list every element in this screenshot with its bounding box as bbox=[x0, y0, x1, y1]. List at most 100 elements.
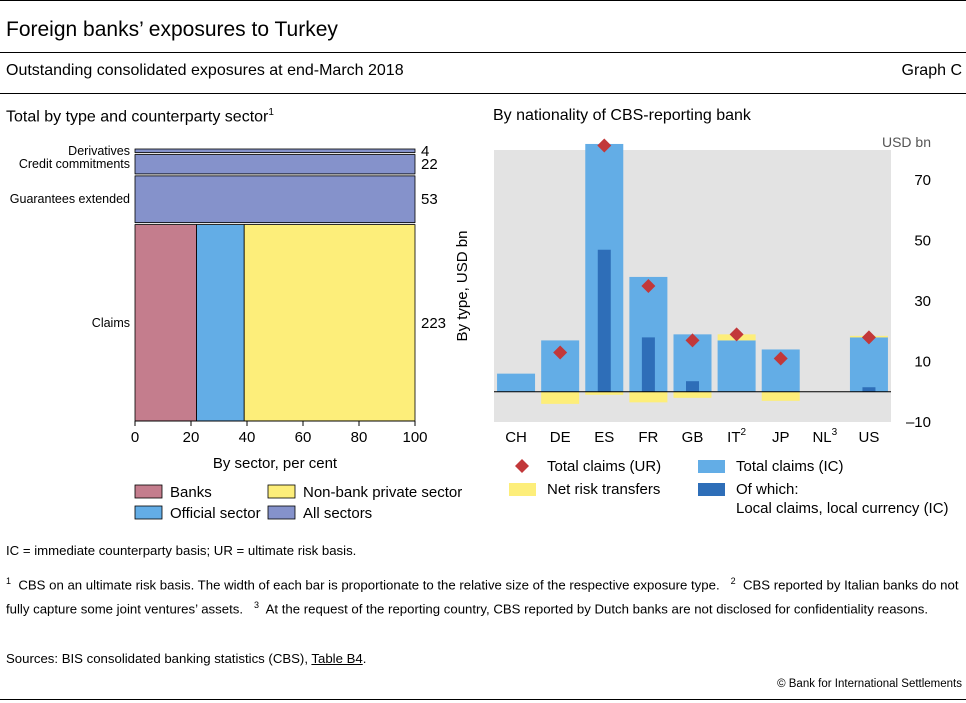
right-x-tick-sup-nl: 3 bbox=[832, 427, 838, 438]
graph-id: Graph C bbox=[901, 62, 962, 79]
footnote-2-mark: 2 bbox=[730, 576, 736, 586]
legend-label-non-bank-private-sector: Non-bank private sector bbox=[303, 484, 462, 501]
legend-label-total-claims-ic: Total claims (IC) bbox=[736, 458, 844, 475]
legend-swatch-net-risk-transfers bbox=[509, 483, 536, 496]
left-x-tick-label: 80 bbox=[351, 429, 368, 446]
left-x-axis-label: By sector, per cent bbox=[213, 455, 338, 472]
bar-claims-non-bank-private-sector bbox=[243, 224, 416, 422]
right-x-tick-label-jp: JP bbox=[772, 429, 790, 446]
total-label-guarantees-extended: 53 bbox=[421, 191, 438, 208]
bar-total-claims-ic-us bbox=[849, 337, 888, 392]
left-x-tick-label: 60 bbox=[295, 429, 312, 446]
category-label-derivatives: Derivatives bbox=[68, 144, 130, 158]
marker-total-claims-ur-jp bbox=[773, 351, 788, 366]
footnote-2: CBS reported by Italian banks do not ful… bbox=[6, 577, 959, 617]
right-x-tick-label-es: ES bbox=[594, 429, 614, 446]
category-label-credit-commitments: Credit commitments bbox=[19, 157, 130, 171]
legend-label-banks: Banks bbox=[170, 484, 212, 501]
left-x-tick-label: 40 bbox=[239, 429, 256, 446]
bar-total-claims-ic-it bbox=[717, 340, 756, 392]
sources-suffix: . bbox=[362, 651, 367, 666]
bar-local-claims-gb bbox=[686, 381, 699, 392]
left-panel-title-text: Total by type and counterparty sector bbox=[6, 108, 269, 126]
sources-prefix: Sources: BIS consolidated banking statis… bbox=[6, 651, 312, 666]
right-unit-label: USD bn bbox=[882, 134, 931, 150]
legend-swatch-official-sector bbox=[134, 505, 163, 520]
bar-local-claims-es bbox=[597, 249, 611, 392]
right-x-tick-label-fr: FR bbox=[638, 429, 658, 446]
marker-total-claims-ur-gb bbox=[685, 333, 700, 348]
legend-swatch-total-claims-ic bbox=[698, 460, 725, 473]
subtitle-rule bbox=[0, 93, 966, 94]
legend-marker-total-claims-ur bbox=[515, 459, 529, 473]
left-x-tick-label: 100 bbox=[402, 429, 427, 446]
legend-label-all-sectors: All sectors bbox=[303, 505, 372, 522]
right-y-tick-label: 30 bbox=[914, 293, 931, 310]
copyright: © Bank for International Settlements bbox=[777, 678, 962, 690]
right-x-tick-label-gb: GB bbox=[682, 429, 704, 446]
right-y-axis-label: By type, USD bn bbox=[454, 231, 471, 342]
abbreviation-note: IC = immediate counterparty basis; UR = … bbox=[6, 543, 357, 558]
marker-total-claims-ur-es bbox=[597, 138, 612, 153]
legend-swatch-local-claims bbox=[698, 483, 725, 496]
right-y-tick-label: –10 bbox=[906, 414, 931, 431]
bar-guarantees-extended-all-sectors bbox=[134, 175, 416, 223]
marker-total-claims-ur-us bbox=[861, 330, 876, 345]
bar-net-risk-transfers-gb bbox=[673, 391, 712, 398]
right-x-tick-sup-it: 2 bbox=[741, 427, 747, 438]
right-chart: USD bn 70 50 30 10 –10 By type, USD bn CH DE ES FR… bbox=[454, 134, 949, 517]
legend-swatch-non-bank-private-sector bbox=[267, 484, 296, 499]
right-y-tick-label: 50 bbox=[914, 233, 931, 250]
legend-label-of-which: Of which: bbox=[736, 481, 799, 498]
right-x-tick-label-ch: CH bbox=[505, 429, 527, 446]
legend-swatch-banks bbox=[134, 484, 163, 499]
bar-net-risk-transfers-fr bbox=[629, 391, 668, 403]
sources-link[interactable]: Table B4 bbox=[311, 651, 363, 666]
right-y-tick-label: 70 bbox=[914, 172, 931, 189]
right-y-tick-label: 10 bbox=[914, 354, 931, 371]
footnote-1-mark: 1 bbox=[6, 576, 12, 586]
bar-local-claims-us bbox=[862, 387, 876, 392]
graph-subtitle: Outstanding consolidated exposures at en… bbox=[6, 62, 404, 79]
category-label-claims: Claims bbox=[92, 316, 130, 330]
right-x-tick-label-de: DE bbox=[550, 429, 571, 446]
right-x-tick-label-us: US bbox=[859, 429, 880, 446]
legend-label-total-claims-ur: Total claims (UR) bbox=[547, 458, 661, 475]
footnote-1: CBS on an ultimate risk basis. The width… bbox=[18, 577, 720, 593]
marker-total-claims-ur-it bbox=[729, 327, 744, 342]
left-chart: Derivatives 4 Credit commitments 22 Guarante… bbox=[10, 143, 462, 522]
category-label-guarantees-extended: Guarantees extended bbox=[10, 192, 130, 206]
top-rule bbox=[0, 0, 966, 1]
footnote-3: At the request of the reporting country,… bbox=[265, 601, 929, 617]
total-label-derivatives: 4 bbox=[421, 143, 429, 160]
total-label-claims: 223 bbox=[421, 315, 446, 332]
legend-label-local-claims: Local claims, local currency (IC) bbox=[736, 500, 949, 517]
bar-claims-banks bbox=[134, 224, 197, 422]
right-panel-title: By nationality of CBS-reporting bank bbox=[493, 107, 751, 124]
bar-derivatives-all-sectors bbox=[134, 148, 416, 153]
right-x-tick-label-it: IT2 bbox=[727, 427, 746, 446]
sources-note: Sources: BIS consolidated banking statis… bbox=[6, 648, 366, 669]
left-panel-title: Total by type and counterparty sector1 bbox=[6, 107, 274, 126]
footnote-3-mark: 3 bbox=[254, 600, 260, 611]
title-rule bbox=[0, 52, 966, 53]
bar-credit-commitments-all-sectors bbox=[134, 154, 416, 175]
legend-label-net-risk-transfers: Net risk transfers bbox=[547, 481, 660, 498]
marker-total-claims-ur-fr bbox=[641, 279, 656, 293]
left-x-tick-label: 20 bbox=[183, 429, 200, 446]
bar-net-risk-transfers-jp bbox=[761, 391, 800, 401]
footnotes: 1 CBS on an ultimate risk basis. The wid… bbox=[6, 571, 962, 620]
bar-net-risk-transfers-es bbox=[585, 391, 624, 395]
left-panel-title-sup: 1 bbox=[268, 107, 274, 118]
right-x-tick-label-nl: NL3 bbox=[812, 427, 837, 446]
bar-local-claims-fr bbox=[641, 337, 655, 392]
bar-claims-official-sector bbox=[196, 224, 245, 422]
legend-swatch-all-sectors bbox=[267, 505, 296, 520]
graph-title: Foreign banks’ exposures to Turkey bbox=[6, 18, 338, 41]
bar-net-risk-transfers-de bbox=[541, 391, 580, 404]
bar-total-claims-ic-ch bbox=[497, 373, 536, 392]
left-x-tick-label: 0 bbox=[131, 429, 139, 446]
marker-total-claims-ur-de bbox=[553, 345, 568, 360]
bottom-rule bbox=[0, 699, 966, 700]
legend-label-official-sector: Official sector bbox=[170, 505, 261, 522]
